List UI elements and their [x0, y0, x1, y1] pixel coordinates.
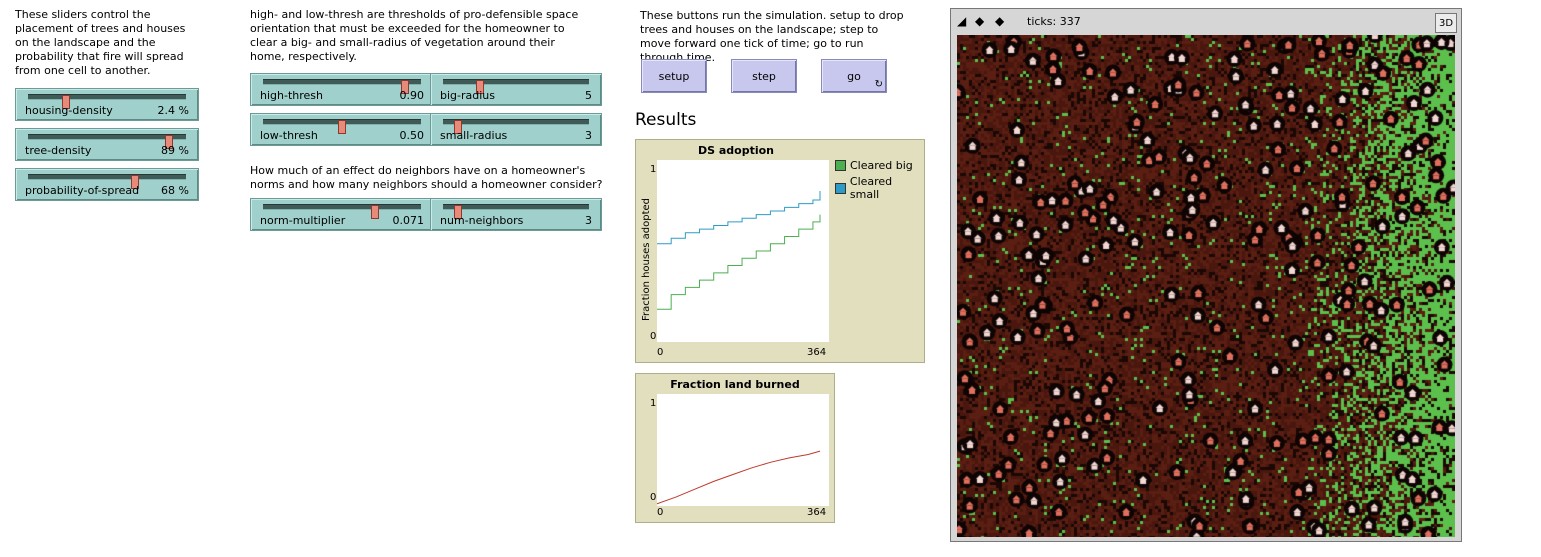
landscape-canvas — [957, 35, 1455, 537]
y-min-tick: 0 — [650, 331, 657, 342]
slider-value: 0.90 — [399, 89, 425, 102]
vertical-arrows-icon[interactable]: ◆ — [995, 14, 1005, 28]
ds-adoption-plot: DS adoption 1 0 0 364 Fraction houses ad… — [635, 139, 925, 363]
legend-item-cleared-small: Cleared small — [835, 175, 924, 201]
plot-title: Fraction land burned — [670, 378, 800, 391]
step-button-label: step — [752, 69, 776, 83]
series-line-0 — [657, 214, 821, 310]
slider-value: 68 % — [161, 184, 189, 197]
slider-thumb[interactable] — [164, 135, 173, 149]
land-burned-chart — [656, 450, 821, 505]
slider-track — [28, 174, 186, 189]
slider-thumb[interactable] — [475, 80, 484, 94]
go-button-label: go — [847, 69, 861, 83]
plot-area — [657, 160, 829, 342]
slider-track — [263, 119, 421, 134]
high-thresh-slider[interactable]: high-thresh 0.90 — [250, 73, 434, 106]
slider-value: 3 — [585, 129, 592, 142]
ds-adoption-chart — [657, 190, 821, 310]
thresh-note: high- and low-thresh are thresholds of p… — [250, 8, 579, 63]
slider-track — [443, 119, 589, 134]
slider-value: 0.50 — [399, 129, 425, 142]
slider-track — [443, 79, 589, 94]
slider-label: housing-density — [25, 104, 113, 117]
slider-label: tree-density — [25, 144, 92, 157]
low-thresh-slider[interactable]: low-thresh 0.50 — [250, 113, 434, 146]
slider-track — [28, 94, 186, 109]
x-max-tick: 364 — [807, 507, 827, 518]
slider-label: num-neighbors — [440, 214, 524, 227]
slider-thumb[interactable] — [401, 80, 410, 94]
slider-value: 0.071 — [392, 214, 425, 227]
world-view: ◢ ◆ ◆ ticks: 337 3D — [950, 8, 1462, 542]
slider-thumb[interactable] — [61, 95, 70, 109]
go-button[interactable]: go ↻ — [821, 59, 887, 93]
setup-button[interactable]: setup — [641, 59, 707, 93]
view-size-icon[interactable]: ◢ — [957, 14, 967, 28]
plot-area — [656, 394, 829, 506]
slider-label: small-radius — [440, 129, 508, 142]
legend-label: Cleared big — [850, 159, 913, 172]
y-axis-label: Fraction houses adopted — [641, 197, 652, 321]
x-min-tick: 0 — [657, 507, 664, 518]
y-max-tick: 1 — [650, 164, 657, 175]
slider-label: probability-of-spread — [25, 184, 140, 197]
slider-track — [263, 204, 421, 219]
horizontal-arrows-icon[interactable]: ◆ — [975, 14, 985, 28]
legend-swatch — [835, 160, 846, 171]
slider-label: low-thresh — [260, 129, 318, 142]
legend-item-cleared-big: Cleared big — [835, 159, 913, 172]
tree-density-slider[interactable]: tree-density 89 % — [15, 128, 199, 161]
slider-thumb[interactable] — [453, 205, 462, 219]
big-radius-slider[interactable]: big-radius 5 — [430, 73, 602, 106]
ticks-counter: ticks: 337 — [1027, 15, 1081, 28]
y-min-tick: 0 — [650, 492, 657, 503]
x-max-tick: 364 — [807, 347, 827, 358]
slider-value: 5 — [585, 89, 592, 102]
forever-icon: ↻ — [874, 79, 883, 90]
3d-button[interactable]: 3D — [1435, 13, 1457, 33]
y-max-tick: 1 — [650, 398, 657, 409]
slider-thumb[interactable] — [453, 120, 462, 134]
setup-button-label: setup — [658, 69, 690, 83]
slider-value: 3 — [585, 214, 592, 227]
results-heading: Results — [635, 110, 697, 130]
series-line-1 — [657, 190, 821, 245]
slider-track — [443, 204, 589, 219]
small-radius-slider[interactable]: small-radius 3 — [430, 113, 602, 146]
series-line-0 — [656, 450, 821, 505]
slider-thumb[interactable] — [131, 175, 140, 189]
slider-value: 89 % — [161, 144, 189, 157]
slider-thumb[interactable] — [371, 205, 380, 219]
probability-of-spread-slider[interactable]: probability-of-spread 68 % — [15, 168, 199, 201]
neighbors-note: How much of an effect do neighbors have … — [250, 164, 603, 191]
num-neighbors-slider[interactable]: num-neighbors 3 — [430, 198, 602, 231]
housing-density-slider[interactable]: housing-density 2.4 % — [15, 88, 199, 121]
slider-label: norm-multiplier — [260, 214, 346, 227]
slider-value: 2.4 % — [157, 104, 189, 117]
sliders-note: These sliders control the placement of t… — [15, 8, 186, 77]
slider-track — [263, 79, 421, 94]
fraction-land-burned-plot: Fraction land burned 1 0 0 364 — [635, 373, 835, 523]
buttons-note: These buttons run the simulation. setup … — [640, 9, 904, 64]
norm-multiplier-slider[interactable]: norm-multiplier 0.071 — [250, 198, 434, 231]
slider-thumb[interactable] — [338, 120, 346, 134]
legend-swatch — [835, 182, 846, 194]
slider-label: big-radius — [440, 89, 495, 102]
view-toolbar: ◢ ◆ ◆ ticks: 337 3D — [951, 9, 1461, 35]
x-min-tick: 0 — [657, 347, 664, 358]
plot-title: DS adoption — [697, 144, 775, 157]
slider-label: high-thresh — [260, 89, 323, 102]
step-button[interactable]: step — [731, 59, 797, 93]
landscape-grid — [957, 35, 1455, 537]
legend-label: Cleared small — [849, 175, 893, 201]
slider-track — [28, 134, 186, 149]
